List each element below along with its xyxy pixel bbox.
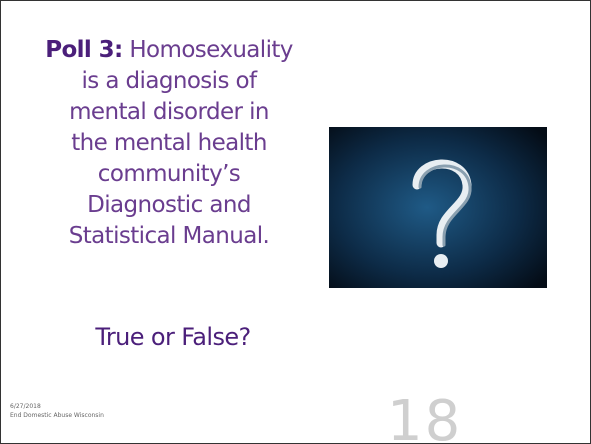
statement-text: Statistical Manual.	[69, 223, 269, 249]
question-mark-image	[329, 127, 547, 288]
poll-label: Poll 3:	[45, 37, 122, 63]
statement-line: mental disorder in	[1, 99, 337, 125]
statement-text: Diagnostic and	[87, 192, 251, 218]
footer-organization: End Domestic Abuse Wisconsin	[10, 412, 104, 419]
page-number: 18	[387, 389, 462, 444]
statement-line: Statistical Manual.	[1, 223, 337, 249]
statement-line: Poll 3: Homosexuality	[1, 37, 337, 63]
footer-date: 6/27/2018	[10, 403, 41, 410]
statement-text: the mental health	[71, 130, 267, 156]
statement-line: Diagnostic and	[1, 192, 337, 218]
statement-text: community’s	[98, 161, 240, 187]
statement-line: is a diagnosis of	[1, 68, 337, 94]
statement-line: community’s	[1, 161, 337, 187]
statement-text: mental disorder in	[69, 99, 269, 125]
slide: Poll 3: Homosexuality is a diagnosis of me…	[0, 0, 591, 444]
prompt: True or False?	[1, 323, 345, 351]
statement-text: is a diagnosis of	[81, 68, 256, 94]
statement-text: Homosexuality	[129, 37, 292, 63]
statement-line: the mental health	[1, 130, 337, 156]
